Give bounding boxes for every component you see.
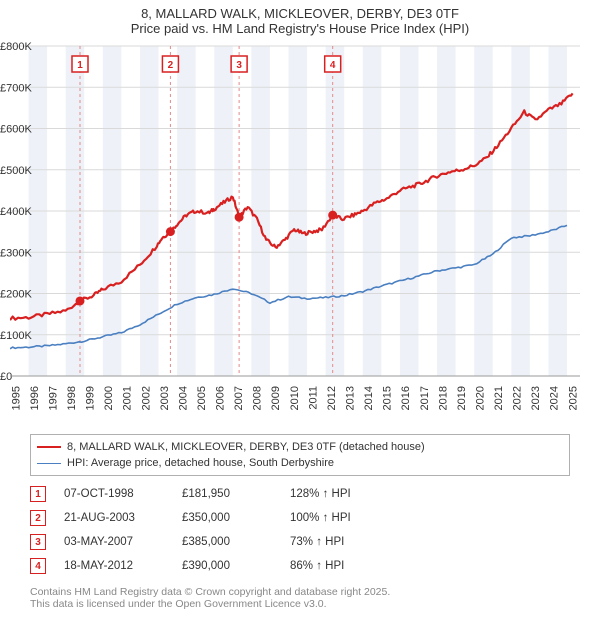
footer: Contains HM Land Registry data © Crown c…	[30, 586, 570, 610]
svg-text:2010: 2010	[289, 386, 301, 410]
tx-date: 07-OCT-1998	[64, 488, 164, 500]
tx-marker-4: 4	[30, 558, 46, 574]
svg-text:2016: 2016	[400, 386, 412, 410]
svg-text:1998: 1998	[66, 386, 78, 410]
chart-title-area: 8, MALLARD WALK, MICKLEOVER, DERBY, DE3 …	[0, 0, 600, 38]
footer-line-1: Contains HM Land Registry data © Crown c…	[30, 586, 570, 598]
legend-item-0: 8, MALLARD WALK, MICKLEOVER, DERBY, DE3 …	[37, 439, 563, 455]
legend-swatch-1	[37, 463, 61, 464]
svg-text:2018: 2018	[437, 386, 449, 410]
svg-text:4: 4	[330, 60, 336, 71]
legend-label-1: HPI: Average price, detached house, Sout…	[67, 457, 334, 469]
svg-text:2012: 2012	[326, 386, 338, 410]
svg-text:2011: 2011	[307, 386, 319, 410]
svg-text:2019: 2019	[456, 386, 468, 410]
tx-marker-2: 2	[30, 510, 46, 526]
legend: 8, MALLARD WALK, MICKLEOVER, DERBY, DE3 …	[30, 434, 570, 476]
svg-text:£100K: £100K	[0, 330, 32, 342]
svg-text:2024: 2024	[549, 386, 561, 410]
svg-text:2004: 2004	[177, 386, 189, 410]
svg-text:£400K: £400K	[0, 206, 32, 218]
svg-text:2003: 2003	[159, 386, 171, 410]
svg-text:2: 2	[168, 60, 174, 71]
page: 8, MALLARD WALK, MICKLEOVER, DERBY, DE3 …	[0, 0, 600, 620]
tx-pct: 128% ↑ HPI	[290, 488, 400, 500]
svg-text:2020: 2020	[474, 386, 486, 410]
chart: £0 £100K £200K £300K £400K £500K £600K £700K £80…	[0, 38, 600, 428]
svg-text:2015: 2015	[382, 386, 394, 410]
svg-text:2006: 2006	[215, 386, 227, 410]
svg-text:£500K: £500K	[0, 165, 32, 177]
svg-text:£600K: £600K	[0, 124, 32, 136]
footer-line-2: This data is licensed under the Open Gov…	[30, 598, 570, 610]
legend-label-0: 8, MALLARD WALK, MICKLEOVER, DERBY, DE3 …	[67, 441, 425, 453]
tx-marker-num: 1	[35, 489, 41, 500]
svg-text:2005: 2005	[196, 386, 208, 410]
svg-text:£700K: £700K	[0, 82, 32, 94]
tx-marker-num: 3	[35, 537, 41, 548]
svg-text:2014: 2014	[363, 386, 375, 410]
transactions-table: 1 07-OCT-1998 £181,950 128% ↑ HPI 2 21-A…	[30, 482, 570, 578]
svg-text:1996: 1996	[29, 386, 41, 410]
legend-swatch-0	[37, 446, 61, 448]
tx-price: £390,000	[182, 560, 272, 572]
table-row: 2 21-AUG-2003 £350,000 100% ↑ HPI	[30, 506, 570, 530]
legend-item-1: HPI: Average price, detached house, Sout…	[37, 455, 563, 471]
table-row: 4 18-MAY-2012 £390,000 86% ↑ HPI	[30, 554, 570, 578]
tx-date: 21-AUG-2003	[64, 512, 164, 524]
tx-price: £350,000	[182, 512, 272, 524]
svg-text:2008: 2008	[252, 386, 264, 410]
title-line-1: 8, MALLARD WALK, MICKLEOVER, DERBY, DE3 …	[0, 6, 600, 21]
svg-text:1995: 1995	[10, 386, 22, 410]
svg-text:2025: 2025	[567, 386, 579, 410]
tx-pct: 100% ↑ HPI	[290, 512, 400, 524]
svg-text:2009: 2009	[270, 386, 282, 410]
tx-price: £181,950	[182, 488, 272, 500]
svg-text:2002: 2002	[140, 386, 152, 410]
tx-marker-num: 2	[35, 513, 41, 524]
tx-pct: 86% ↑ HPI	[290, 560, 400, 572]
tx-price: £385,000	[182, 536, 272, 548]
svg-text:1999: 1999	[85, 386, 97, 410]
tx-marker-num: 4	[35, 561, 41, 572]
svg-text:2017: 2017	[419, 386, 431, 410]
svg-text:1997: 1997	[47, 386, 59, 410]
svg-text:2023: 2023	[530, 386, 542, 410]
table-row: 3 03-MAY-2007 £385,000 73% ↑ HPI	[30, 530, 570, 554]
svg-text:3: 3	[236, 60, 242, 71]
svg-text:£0: £0	[0, 371, 12, 383]
chart-svg: £0 £100K £200K £300K £400K £500K £600K £700K £80…	[0, 38, 600, 428]
tx-date: 18-MAY-2012	[64, 560, 164, 572]
svg-text:£800K: £800K	[0, 41, 32, 53]
tx-pct: 73% ↑ HPI	[290, 536, 400, 548]
svg-text:2000: 2000	[103, 386, 115, 410]
table-row: 1 07-OCT-1998 £181,950 128% ↑ HPI	[30, 482, 570, 506]
title-line-2: Price paid vs. HM Land Registry's House …	[0, 21, 600, 36]
svg-text:2007: 2007	[233, 386, 245, 410]
svg-text:£300K: £300K	[0, 247, 32, 259]
svg-text:2001: 2001	[122, 386, 134, 410]
tx-marker-1: 1	[30, 486, 46, 502]
svg-text:2021: 2021	[493, 386, 505, 410]
svg-text:2013: 2013	[344, 386, 356, 410]
svg-text:2022: 2022	[512, 386, 524, 410]
svg-text:£200K: £200K	[0, 289, 32, 301]
tx-date: 03-MAY-2007	[64, 536, 164, 548]
svg-text:1: 1	[77, 60, 83, 71]
tx-marker-3: 3	[30, 534, 46, 550]
